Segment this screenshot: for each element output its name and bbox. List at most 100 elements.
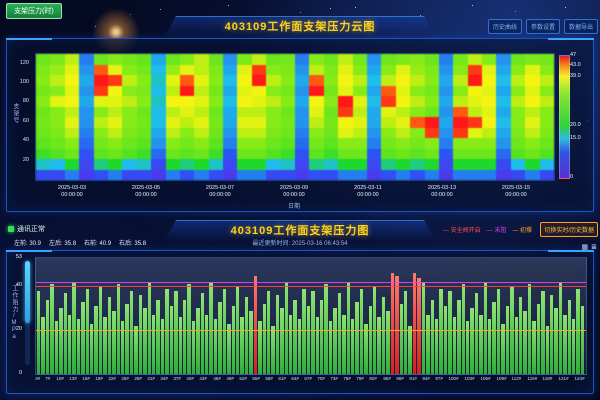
- heat-cell: [266, 106, 281, 117]
- heat-cell: [36, 117, 51, 128]
- heat-cell: [136, 64, 152, 75]
- heat-cell: [366, 54, 382, 65]
- legend-item[interactable]: — 初撑: [512, 228, 532, 234]
- heat-cell: [136, 169, 152, 180]
- pressure-bar: [576, 288, 580, 374]
- heat-cell: [237, 64, 252, 75]
- heat-cell: [381, 54, 396, 65]
- heat-cell: [165, 138, 180, 149]
- heat-cell: [366, 85, 382, 96]
- bar-plot-area[interactable]: [35, 257, 587, 375]
- tick-date: 2025-03-03: [57, 185, 87, 191]
- pressure-bar: [253, 275, 258, 374]
- heat-cell: [482, 96, 497, 107]
- heat-cell: [438, 54, 454, 65]
- cloud-header-button[interactable]: 参数设置: [525, 19, 560, 34]
- heat-cell: [525, 159, 540, 170]
- heat-cell: [453, 106, 468, 117]
- heat-cell: [381, 75, 396, 86]
- cloud-header: 403109工作面支架压力云图 历史曲线 参数设置 数据导出: [0, 15, 600, 37]
- heat-cell: [352, 138, 367, 149]
- pressure-bar: [426, 314, 430, 374]
- support-pressure-hour-button[interactable]: 支架压力(时): [6, 3, 62, 19]
- heat-cell: [50, 169, 65, 180]
- menu-icon[interactable]: ≣: [591, 244, 597, 251]
- heat-cell: [309, 159, 324, 170]
- bar-x-tick: 31#: [147, 376, 156, 382]
- heat-cell: [237, 148, 252, 159]
- heat-cell: [338, 169, 353, 180]
- pressure-bar: [94, 306, 98, 374]
- heat-cell: [50, 75, 65, 86]
- heat-cell: [366, 64, 382, 75]
- heat-cell: [151, 117, 166, 128]
- heat-cell: [64, 96, 80, 107]
- heat-cell: [438, 106, 454, 117]
- heat-cell: [525, 117, 540, 128]
- heat-cell: [496, 117, 511, 128]
- heat-cell: [366, 106, 382, 117]
- bar-x-tick: 10#: [56, 376, 64, 382]
- heat-cell: [107, 64, 123, 75]
- heat-cell: [295, 148, 310, 159]
- heat-cell: [525, 75, 540, 86]
- pressure-subheader: 左前: 30.9 左后: 35.8 右前: 40.9 右后: 35.8 最近更新时间:…: [0, 237, 600, 249]
- heat-cell: [510, 75, 526, 86]
- y-datazoom-slider[interactable]: [25, 261, 30, 365]
- heat-cell: [179, 148, 195, 159]
- pressure-bar: [333, 308, 337, 374]
- heat-cell: [525, 54, 540, 65]
- pressure-bar: [271, 325, 275, 374]
- tick-date: 2025-03-13: [427, 185, 457, 191]
- pressure-bar: [439, 288, 443, 374]
- bar-x-tick: 76#: [343, 376, 352, 382]
- heat-cell: [482, 169, 497, 180]
- heat-cell: [395, 85, 411, 96]
- heat-cell: [237, 106, 252, 117]
- heat-cell: [453, 138, 468, 149]
- cloud-header-button[interactable]: 数据导出: [563, 19, 598, 34]
- heat-cell: [323, 54, 339, 65]
- tick-time: 00:00:00: [135, 192, 157, 198]
- heat-cell: [208, 106, 224, 117]
- heat-cell: [151, 169, 166, 180]
- heat-cell: [251, 169, 267, 180]
- legend-item[interactable]: — 安全阀开启: [442, 228, 481, 234]
- pressure-bar: [178, 317, 182, 374]
- heat-cell: [208, 75, 224, 86]
- heatmap-area[interactable]: [35, 53, 555, 181]
- heat-cell: [295, 85, 310, 96]
- colorbar-tick: 47: [570, 52, 577, 58]
- grid-icon[interactable]: ▦: [581, 244, 589, 251]
- heat-cell: [395, 159, 411, 170]
- heat-cell: [467, 148, 483, 159]
- heat-cell: [525, 148, 540, 159]
- pressure-bar: [275, 295, 280, 374]
- heat-cell: [496, 64, 511, 75]
- switch-realtime-history-button[interactable]: 切换实时/历史数据: [540, 222, 598, 237]
- pressure-bar: [138, 295, 143, 374]
- pressure-bar: [395, 275, 399, 374]
- heat-cell: [122, 159, 137, 170]
- heat-cell: [223, 138, 238, 149]
- heat-cell: [366, 96, 382, 107]
- bar-x-tick: 85#: [382, 376, 391, 382]
- heat-cell: [122, 117, 137, 128]
- heat-cell: [295, 127, 310, 138]
- heat-cell: [280, 117, 295, 128]
- bar-x-tick: 25#: [121, 376, 129, 382]
- pressure-bar: [293, 299, 297, 374]
- heat-cell: [453, 96, 468, 107]
- heat-cell: [151, 75, 166, 86]
- heat-cell: [323, 64, 339, 75]
- pressure-bar: [417, 277, 421, 374]
- legend-item[interactable]: — 末阻: [486, 228, 507, 234]
- heat-cell: [453, 54, 468, 65]
- datazoom-thumb[interactable]: [25, 261, 30, 323]
- pressure-title: 403109工作面支架压力图: [230, 225, 370, 237]
- heat-cell: [295, 64, 310, 75]
- cloud-header-button[interactable]: 历史曲线: [487, 19, 522, 34]
- heat-cell: [179, 106, 195, 117]
- heat-cell: [525, 138, 540, 149]
- pressure-bar: [536, 303, 541, 374]
